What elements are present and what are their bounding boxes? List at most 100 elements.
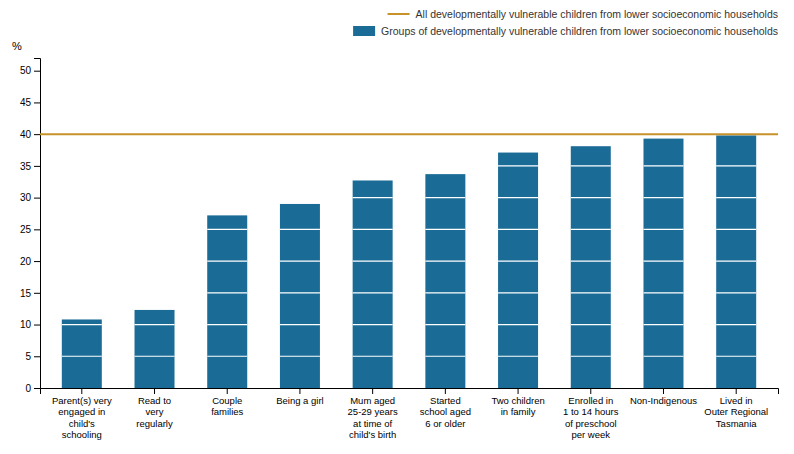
bar-segment-line (353, 292, 393, 293)
y-tick: 0 (25, 383, 40, 394)
bar-segment-line (207, 229, 247, 230)
x-tick: Couplefamilies (211, 388, 243, 417)
x-axis-line (41, 389, 779, 395)
y-tick-mark (34, 71, 40, 72)
bar-segment-line (62, 356, 102, 357)
bar-segment-line (425, 292, 465, 293)
y-axis-label: % (12, 40, 22, 52)
y-tick-label: 0 (25, 383, 31, 394)
bar-segment-line (716, 324, 756, 325)
y-tick-mark (34, 293, 40, 294)
bar-segment-line (571, 229, 611, 230)
bar-segment-line (280, 356, 320, 357)
bar (498, 153, 538, 388)
y-tick: 40 (20, 129, 40, 140)
x-tick: Lived inOuter RegionalTasmania (704, 388, 768, 429)
x-tick-mark (372, 388, 373, 394)
y-axis-line (34, 59, 41, 389)
legend-label: Groups of developmentally vulnerable chi… (381, 25, 778, 37)
y-tick: 25 (20, 224, 40, 235)
bar-segment-line (353, 356, 393, 357)
y-tick-mark (34, 134, 40, 135)
y-tick: 20 (20, 256, 40, 267)
bar-segment-line (571, 197, 611, 198)
bar-segment-line (716, 356, 756, 357)
bar (571, 146, 611, 388)
bar-segment-line (280, 260, 320, 261)
bar-segment-line (135, 324, 175, 325)
y-tick-mark (34, 229, 40, 230)
y-tick-label: 50 (20, 65, 32, 76)
bar-segment-line (643, 197, 683, 198)
y-tick-label: 20 (20, 256, 32, 267)
bar-segment-line (135, 356, 175, 357)
legend-swatch (353, 26, 375, 36)
x-tick: Mum aged25-29 yearsat time ofchild's bir… (348, 388, 398, 440)
bar-segment-line (498, 229, 538, 230)
bar-segment-line (498, 356, 538, 357)
bar-segment-line (280, 324, 320, 325)
x-tick-label: Enrolled in1 to 14 hoursof preschoolper … (563, 395, 619, 440)
bar (353, 180, 393, 388)
y-axis: 0 5 10 15 20 25 30 35 40 45 50 (20, 59, 41, 394)
bar-segment-line (571, 260, 611, 261)
y-tick: 35 (20, 161, 40, 172)
bar-segment-line (280, 292, 320, 293)
bar-segment-line (207, 324, 247, 325)
bar-segment-line (571, 324, 611, 325)
bar-segment-line (207, 260, 247, 261)
y-tick-label: 15 (20, 288, 32, 299)
y-tick-label: 45 (20, 97, 32, 108)
y-tick: 50 (20, 65, 40, 76)
x-tick-label: Two childrenin family (491, 395, 544, 417)
x-tick-mark (445, 388, 446, 394)
bar-segment-line (498, 197, 538, 198)
x-tick-label: Couplefamilies (211, 395, 243, 417)
bar-segment-line (643, 324, 683, 325)
bar-segment-line (498, 260, 538, 261)
x-tick: Startedschool aged6 or older (420, 388, 471, 429)
y-tick-mark (34, 261, 40, 262)
bar-segment-line (425, 197, 465, 198)
y-tick: 45 (20, 97, 40, 108)
y-tick-mark (34, 325, 40, 326)
plot: 0 5 10 15 20 25 30 35 40 45 50 Parent(s) veryengage… (20, 59, 779, 440)
bar-segment-line (643, 292, 683, 293)
legend-swatch (388, 13, 410, 15)
bar-segment-line (571, 292, 611, 293)
bar-segment-line (643, 356, 683, 357)
y-tick-mark (34, 388, 40, 389)
legend-item: All developmentally vulnerable children … (388, 8, 778, 20)
bar (280, 204, 320, 388)
bar-segment-line (643, 260, 683, 261)
y-tick-label: 5 (25, 351, 31, 362)
bar-segment-line (425, 324, 465, 325)
bar-segment-line (571, 165, 611, 166)
bar-segment-line (280, 229, 320, 230)
bar-segment-line (425, 229, 465, 230)
x-tick-label: Startedschool aged6 or older (420, 395, 471, 429)
bar (425, 174, 465, 388)
bar-segment-line (207, 356, 247, 357)
x-tick-mark (736, 388, 737, 394)
bar-segment-line (498, 292, 538, 293)
y-tick-mark (34, 198, 40, 199)
legend: All developmentally vulnerable children … (353, 8, 778, 37)
x-tick-label: Parent(s) veryengaged inchild'sschooling (52, 395, 112, 440)
x-tick-mark (663, 388, 664, 394)
bar-segment-line (498, 324, 538, 325)
bar-segment-line (498, 165, 538, 166)
x-axis: Parent(s) veryengaged inchild'sschooling… (41, 388, 779, 440)
x-tick: Read toveryregularly (136, 388, 173, 429)
x-tick-mark (81, 388, 82, 394)
x-tick-label: Non-Indigenous (630, 395, 697, 406)
y-tick-label: 10 (20, 319, 32, 330)
y-tick: 10 (20, 319, 40, 330)
y-tick-label: 35 (20, 161, 32, 172)
y-tick-label: 30 (20, 192, 32, 203)
bar (716, 135, 756, 388)
y-tick-label: 25 (20, 224, 32, 235)
bar-segment-line (716, 229, 756, 230)
reference-line (40, 133, 778, 135)
x-tick: Non-Indigenous (630, 388, 697, 406)
